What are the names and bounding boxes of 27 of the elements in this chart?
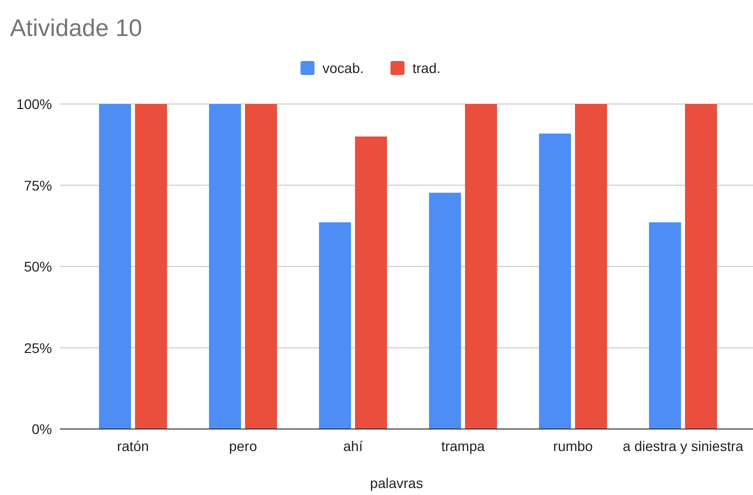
x-tick-label: pero bbox=[228, 438, 258, 454]
bar bbox=[539, 134, 571, 429]
bar bbox=[575, 104, 607, 429]
bar bbox=[685, 104, 717, 429]
legend-label: vocab. bbox=[322, 60, 364, 76]
bar bbox=[319, 222, 351, 429]
x-tick-label: ratón bbox=[117, 438, 149, 454]
y-tick-label: 75% bbox=[24, 177, 52, 194]
y-tick-label: 50% bbox=[24, 258, 52, 274]
chart-title: Atividade 10 bbox=[10, 15, 142, 42]
bar bbox=[355, 136, 387, 429]
bar bbox=[429, 192, 461, 429]
y-tick-label: 0% bbox=[32, 421, 52, 437]
bar bbox=[99, 104, 131, 429]
bar bbox=[465, 104, 497, 429]
x-tick-label: rumbo bbox=[553, 438, 594, 454]
bar bbox=[209, 104, 241, 429]
x-tick-label: ahí bbox=[343, 438, 363, 454]
bar bbox=[245, 104, 277, 429]
x-axis-title: palavras bbox=[370, 475, 423, 491]
bar bbox=[135, 104, 167, 429]
bar bbox=[649, 222, 681, 429]
legend-label: trad. bbox=[412, 60, 441, 76]
x-tick-label: a diestra y siniestra bbox=[622, 438, 744, 454]
x-tick-label: trampa bbox=[441, 438, 485, 454]
y-tick-label: 100% bbox=[16, 96, 52, 112]
y-tick-label: 25% bbox=[24, 340, 52, 356]
